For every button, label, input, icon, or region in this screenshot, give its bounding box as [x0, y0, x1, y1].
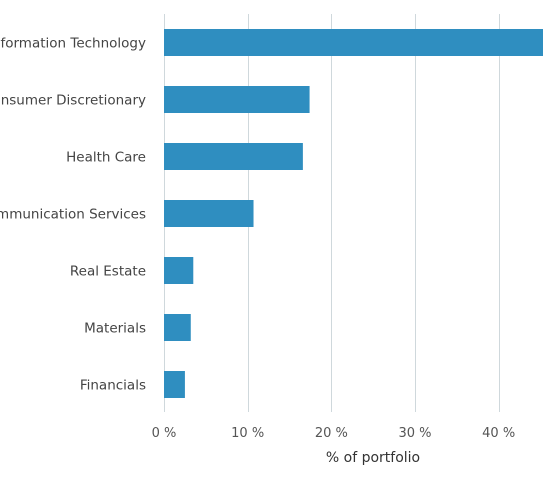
x-tick-label: 40 %	[482, 426, 515, 441]
bar	[164, 314, 191, 341]
x-tick-label: 30 %	[398, 426, 431, 441]
x-axis-title: % of portfolio	[326, 450, 420, 466]
grid-lines	[164, 14, 500, 412]
x-tick-labels: 0 % 10 % 20 % 30 % 40 %	[152, 426, 516, 441]
bar	[164, 257, 194, 284]
bar	[164, 86, 310, 113]
category-label: Consumer Discretionary	[0, 93, 146, 109]
x-tick-label: 0 %	[152, 426, 177, 441]
category-label: Financials	[80, 378, 146, 394]
x-tick-label: 10 %	[231, 426, 264, 441]
bars	[164, 29, 543, 398]
category-label: Real Estate	[70, 264, 146, 280]
category-label: Communication Services	[0, 207, 146, 223]
bar	[164, 200, 254, 227]
bar	[164, 143, 303, 170]
category-labels: Information Technology Consumer Discretio…	[0, 36, 146, 394]
bar	[164, 371, 185, 398]
category-label: Materials	[84, 321, 146, 337]
x-tick-label: 20 %	[315, 426, 348, 441]
bar	[164, 29, 543, 56]
category-label: Information Technology	[0, 36, 146, 52]
category-label: Health Care	[66, 150, 146, 166]
